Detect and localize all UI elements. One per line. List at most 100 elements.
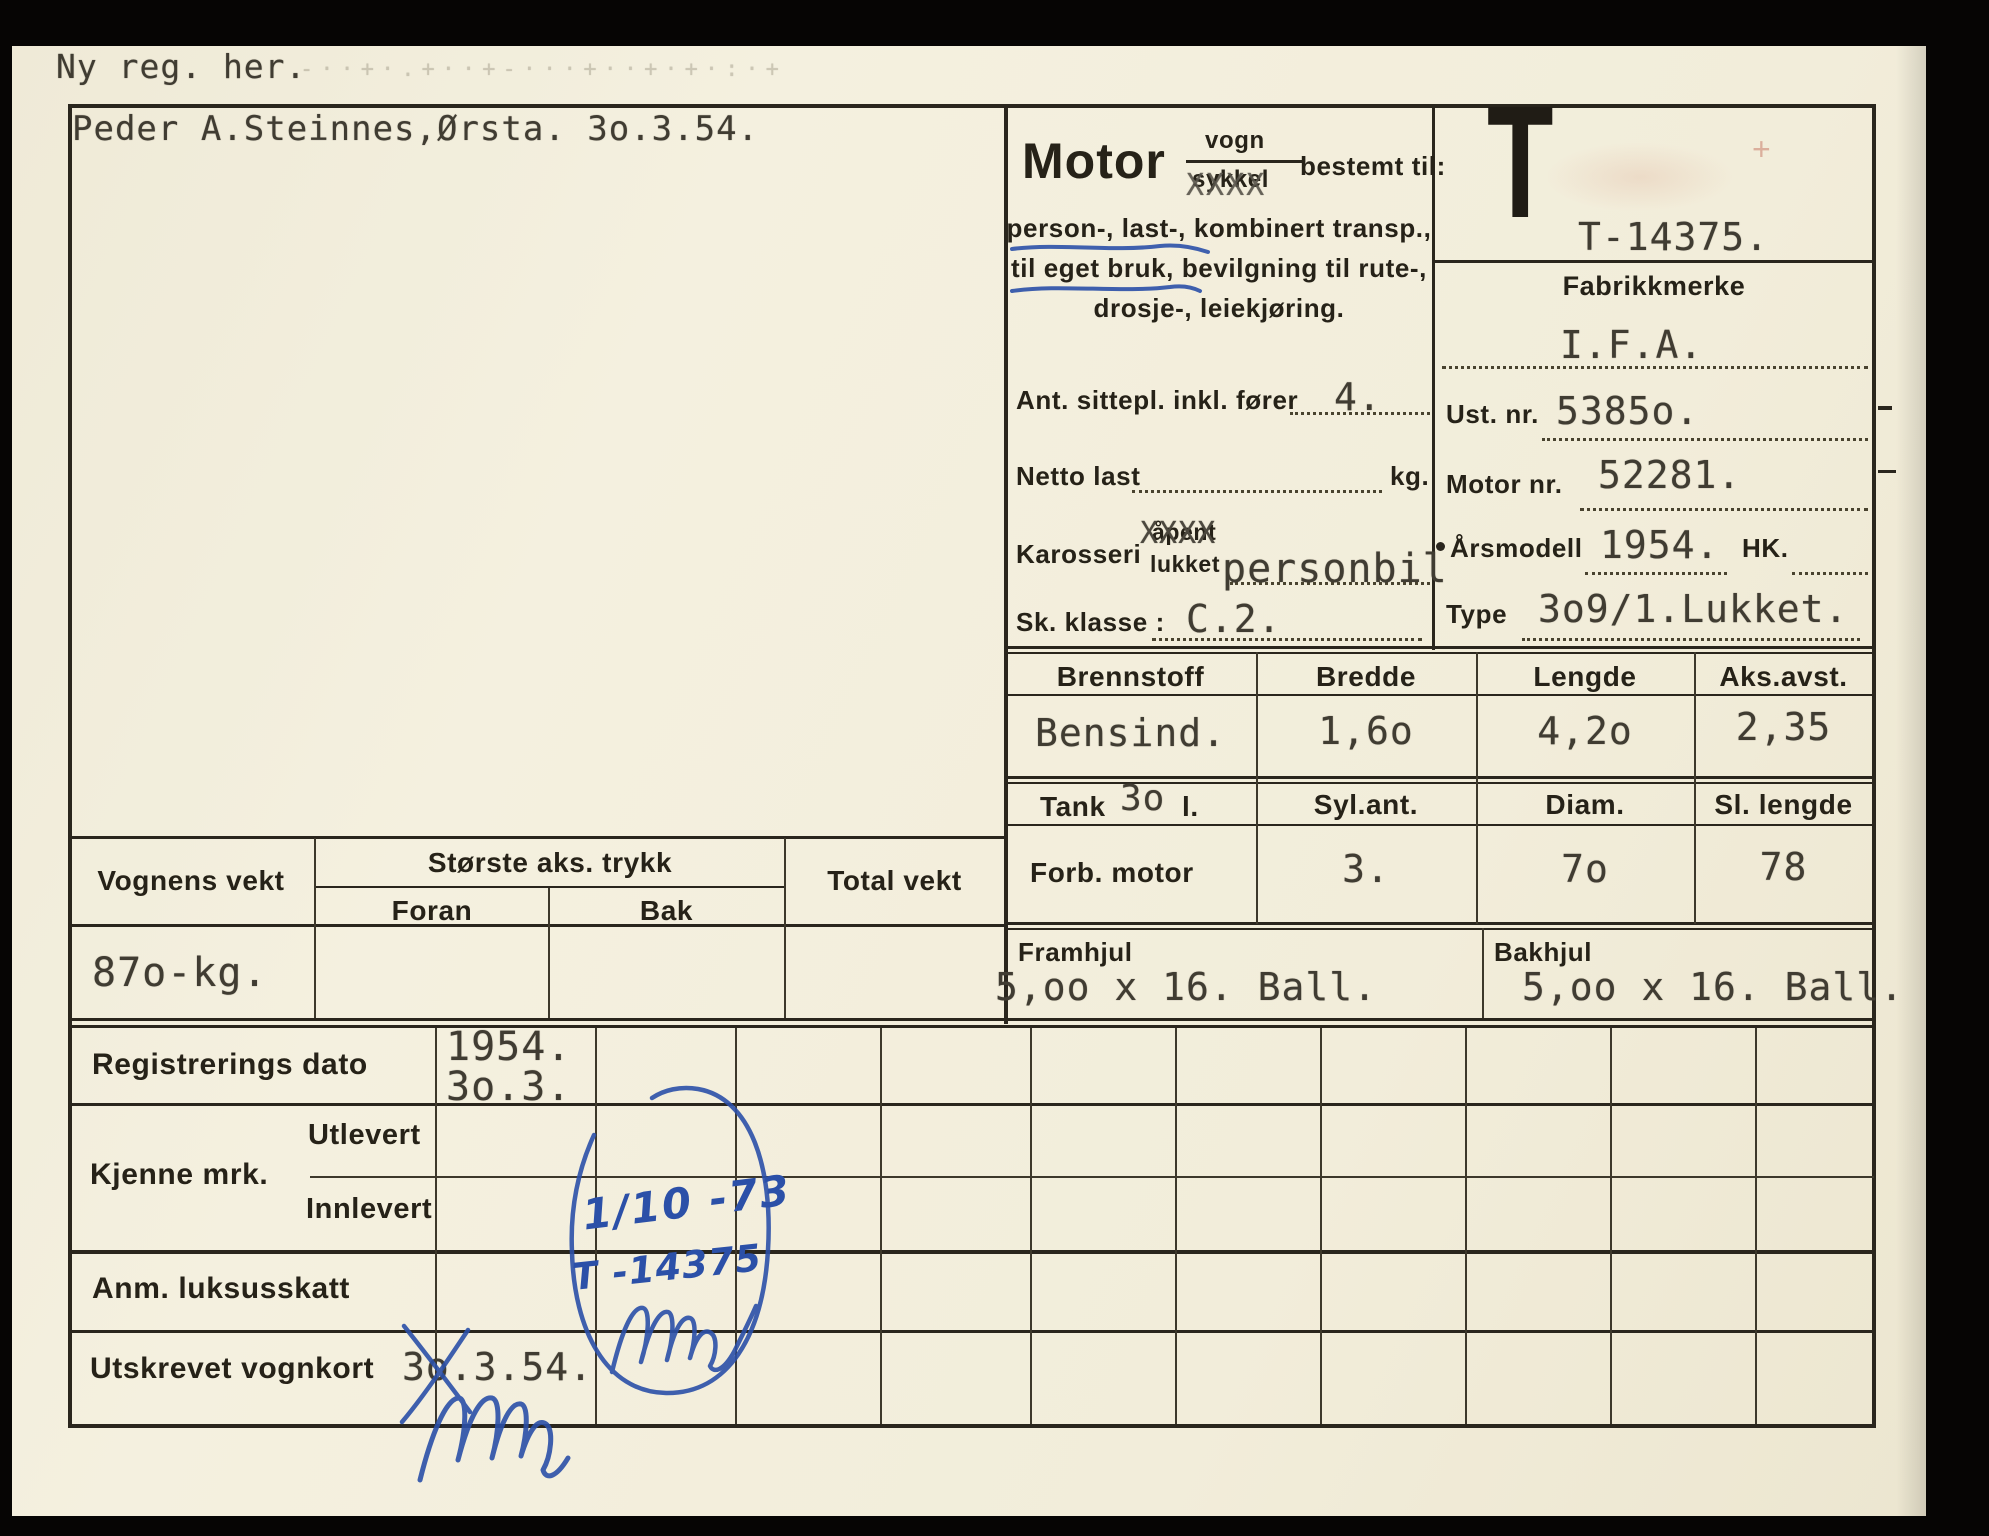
tank-label: Tank [1040,791,1106,822]
karosseri-open-strikeout: XXXX [1140,516,1217,551]
reg-dato-day: 3o.3. [446,1064,572,1110]
grid-row-line-2 [68,1250,1876,1254]
motor-fraction-rule [1186,160,1302,163]
margin-tick-1 [1878,406,1892,410]
motor-nr-value: 52281. [1598,453,1742,497]
netto-dotted-line [1132,490,1382,493]
wheel-divider [1482,928,1484,1020]
bakhjul-value: 5,oo x 16. Ball. [1522,965,1905,1009]
karosseri-label: Karosseri [1016,539,1142,569]
grid-col-10 [1755,1028,1757,1424]
spec-header-sylant: Syl.ant. [1313,789,1419,820]
vekt-value: 87o-kg. [92,950,268,996]
mid-double-line-b [68,1025,1876,1028]
scan-edge-right [1926,0,1989,1536]
card-border-left [68,104,72,1428]
grid-col-3 [735,1028,737,1424]
weight-col-1 [314,838,316,1018]
kjenne-mrk-label: Kjenne mrk. [90,1158,269,1191]
spec-header-diam: Diam. [1545,789,1625,820]
sylant-value: 3. [1342,847,1390,891]
framhjul-label: Framhjul [1018,937,1133,967]
grid-col-9 [1610,1028,1612,1424]
fabrikkmerke-label: Fabrikkmerke [1562,271,1746,301]
grid-kjenne-split [310,1176,1874,1178]
aks-split-line [315,886,785,888]
utskrevet-label: Utskrevet vognkort [90,1352,375,1385]
weight-col-3 [784,838,786,1018]
faded-stamp-plus: + [1752,131,1772,167]
type-label: Type [1446,599,1508,629]
spec-col-1 [1256,652,1258,924]
seats-dotted-line [1290,412,1430,415]
owner-line: Peder A.Steinnes,Ørsta. 3o.3.54. [72,109,760,149]
sk-klasse-dotted-line [1152,638,1422,641]
ust-nr-label: Ust. nr. [1446,399,1539,429]
netto-label: Netto last [1016,461,1141,491]
spec-forbrow-bottom-a [1005,922,1873,925]
motor-title: Motor [1022,133,1166,189]
lengde-value: 4,2o [1537,709,1633,753]
fuel-value: Bensind. [1034,711,1227,755]
grid-col-6 [1175,1028,1177,1424]
utskrevet-value: 3o.3.54. [402,1345,594,1389]
purpose-line-2: til eget bruk, bevilgning til rute-, [1011,253,1427,283]
card-border-right [1872,104,1876,1428]
margin-note: Ny reg. her. [56,47,307,86]
karosseri-dotted-line [1230,582,1430,585]
ust-nr-value: 5385o. [1556,389,1700,433]
arsmodell-value: 1954. [1600,523,1720,567]
motor-nr-label: Motor nr. [1446,469,1563,499]
total-vekt-label: Total vekt [827,865,962,896]
karosseri-value: personbil [1222,546,1448,592]
spec-header-brennstoff: Brennstoff [1056,661,1205,692]
grid-col-5 [1030,1028,1032,1424]
spec-header-bottom [1005,694,1873,696]
aksavst-value: 2,35 [1735,705,1832,749]
scan-edge-left [0,0,12,1536]
faded-stamp [1545,142,1735,212]
arsmodell-label: Årsmodell [1450,533,1583,563]
motor-title-suffix: bestemt til: [1300,151,1446,181]
grid-col-8 [1465,1028,1467,1424]
ust-nr-dotted-line [1542,438,1868,441]
spec-header-bredde: Bredde [1315,661,1417,692]
grid-row-line-3 [68,1330,1876,1333]
grid-col-1 [435,1028,437,1424]
utlevert-label: Utlevert [308,1119,421,1151]
spec-top-line-b [1005,652,1873,654]
diam-value: 7o [1561,847,1609,891]
anm-luksusskatt-label: Anm. luksusskatt [92,1272,351,1305]
grid-col-4 [880,1028,882,1424]
spec-forbrow-bottom-b [1005,928,1873,930]
grid-row-line-1 [68,1103,1876,1106]
grid-col-7 [1320,1028,1322,1424]
seats-value: 4. [1334,375,1382,419]
motor-fraction-top: vogn [1205,127,1265,154]
karosseri-closed: lukket [1150,551,1221,577]
bakhjul-label: Bakhjul [1494,937,1593,967]
margin-tick-2 [1878,470,1896,473]
spec-header-lengde: Lengde [1533,661,1637,692]
spec-top-line-a [1005,646,1873,649]
sk-klasse-label: Sk. klasse : [1016,607,1165,637]
spec-fuelrow-bottom-b [1005,782,1873,784]
spec-col-2 [1476,652,1478,924]
grid-bottom-line [68,1424,1876,1428]
framhjul-value: 5,oo x 16. Ball. [995,965,1378,1009]
scan-edge-top [0,0,1989,46]
spec-tankrow-bottom [1005,824,1873,826]
hk-dotted-line [1792,572,1868,575]
arsmodell-dotted-line [1585,572,1727,575]
reg-dato-year: 1954. [446,1024,572,1070]
spec-fuelrow-bottom-a [1005,776,1873,779]
purpose-line-3: drosje-, leiekjøring. [1093,293,1345,323]
fabrikkmerke-dotted-line [1442,366,1868,369]
divider-motor-id [1432,104,1435,650]
spec-col-3 [1694,652,1696,924]
motor-fraction-bottom: sykkel [1192,166,1270,193]
divider-owner-motor [1004,104,1008,1024]
weight-col-foran-bak [548,888,550,1018]
fabrikkmerke-value: I.F.A. [1560,323,1704,367]
